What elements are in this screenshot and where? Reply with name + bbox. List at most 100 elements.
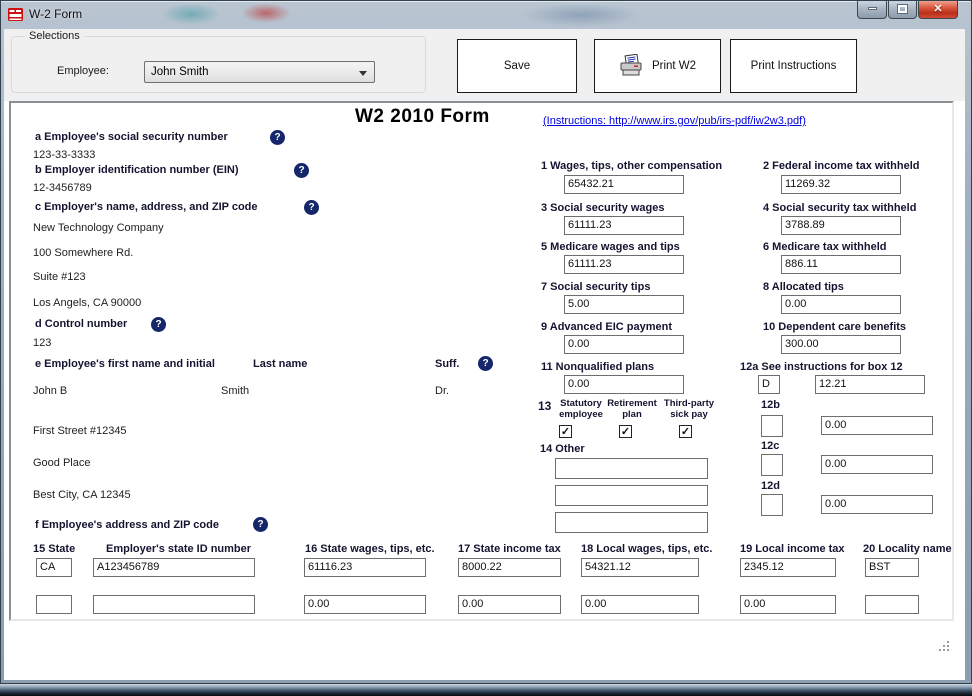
state-wages-input-row1[interactable]: 61116.23 (304, 558, 426, 577)
retirement-plan-checkbox[interactable]: ✓ (619, 425, 632, 438)
box9-input[interactable]: 0.00 (564, 335, 684, 354)
box12c-code-input[interactable] (761, 454, 783, 476)
box2-input[interactable]: 11269.32 (781, 175, 901, 194)
box19-label: 19 Local income tax (740, 543, 845, 555)
state-id-input-row2[interactable] (93, 595, 255, 614)
state-id-input-row1[interactable]: A123456789 (93, 558, 255, 577)
box14-input-1[interactable] (555, 458, 708, 479)
selections-groupbox: Selections Employee: John Smith (11, 30, 426, 93)
statutory-employee-label: Statutory employee (559, 398, 603, 420)
box12d-value-input[interactable]: 0.00 (821, 495, 933, 514)
employee-dropdown-value: John Smith (151, 66, 209, 78)
employee-addr1: First Street #12345 (33, 425, 127, 437)
box12a-value-input[interactable]: 12.21 (815, 375, 925, 394)
print-instructions-button-label: Print Instructions (750, 60, 837, 72)
local-wages-input-row1[interactable]: 54321.12 (581, 558, 699, 577)
suffix-label: Suff. (435, 358, 460, 370)
box3-input[interactable]: 61111.23 (564, 216, 684, 235)
resize-grip-icon[interactable] (939, 641, 949, 651)
employer-name: New Technology Company (33, 222, 164, 234)
close-button[interactable]: ✕ (918, 1, 958, 19)
form-title: W2 2010 Form (355, 106, 490, 127)
ein-value: 12-3456789 (33, 182, 92, 194)
local-wages-input-row2[interactable]: 0.00 (581, 595, 699, 614)
box12c-label: 12c (761, 440, 780, 452)
box10-input[interactable]: 300.00 (781, 335, 901, 354)
state-tax-input-row2[interactable]: 0.00 (458, 595, 561, 614)
box4-label: 4 Social security tax withheld (763, 202, 917, 214)
check-icon: ✓ (620, 426, 631, 438)
local-tax-input-row2[interactable]: 0.00 (740, 595, 836, 614)
help-icon[interactable]: ? (151, 317, 166, 332)
instructions-link[interactable]: (Instructions: http://www.irs.gov/pub/ir… (543, 115, 806, 127)
help-icon[interactable]: ? (478, 356, 493, 371)
state-input-row1[interactable]: CA (36, 558, 72, 577)
box12b-code-input[interactable] (761, 415, 783, 437)
box16-label: 16 State wages, tips, etc. (305, 543, 435, 555)
box3-label: 3 Social security wages (541, 202, 665, 214)
box-c-label: c Employer's name, address, and ZIP code (35, 201, 258, 213)
box17-label: 17 State income tax (458, 543, 561, 555)
glass-reflection (161, 3, 221, 25)
box7-input[interactable]: 5.00 (564, 295, 684, 314)
box6-label: 6 Medicare tax withheld (763, 241, 887, 253)
minimize-button[interactable] (857, 1, 887, 19)
box12a-label: 12a See instructions for box 12 (740, 361, 903, 373)
locality-input-row1[interactable]: BST (865, 558, 919, 577)
local-tax-input-row1[interactable]: 2345.12 (740, 558, 836, 577)
box1-input[interactable]: 65432.21 (564, 175, 684, 194)
help-icon[interactable]: ? (253, 517, 268, 532)
printer-icon (620, 54, 642, 76)
box14-input-3[interactable] (555, 512, 708, 533)
box12b-value-input[interactable]: 0.00 (821, 416, 933, 435)
box7-label: 7 Social security tips (541, 281, 651, 293)
taskbar-edge (0, 684, 972, 696)
box14-input-2[interactable] (555, 485, 708, 506)
box8-input[interactable]: 0.00 (781, 295, 901, 314)
state-wages-input-row2[interactable]: 0.00 (304, 595, 426, 614)
glass-reflection (521, 3, 641, 27)
save-button[interactable]: Save (457, 39, 577, 93)
titlebar: W-2 Form ✕ (1, 1, 971, 29)
box4-input[interactable]: 3788.89 (781, 216, 901, 235)
check-icon: ✓ (560, 426, 571, 438)
box12c-value-input[interactable]: 0.00 (821, 455, 933, 474)
state-id-label: Employer's state ID number (106, 543, 252, 555)
maximize-button[interactable] (888, 1, 917, 19)
retirement-plan-label: Retirement plan (607, 398, 657, 420)
state-input-row2[interactable] (36, 595, 72, 614)
help-icon[interactable]: ? (294, 163, 309, 178)
third-party-sick-pay-label: Third-party sick pay (663, 398, 715, 420)
print-w2-button[interactable]: Print W2 (594, 39, 721, 93)
state-tax-input-row1[interactable]: 8000.22 (458, 558, 561, 577)
box12a-code-input[interactable]: D (758, 375, 780, 394)
box12b-label: 12b (761, 399, 780, 411)
help-icon[interactable]: ? (270, 130, 285, 145)
box-e-label: e Employee's first name and initial (35, 358, 215, 370)
statutory-employee-checkbox[interactable]: ✓ (559, 425, 572, 438)
box20-label: 20 Locality name (863, 543, 952, 555)
box13-number: 13 (538, 399, 552, 413)
employer-addr1: 100 Somewhere Rd. (33, 247, 134, 259)
third-party-sick-pay-checkbox[interactable]: ✓ (679, 425, 692, 438)
last-name: Smith (221, 385, 250, 397)
box5-label: 5 Medicare wages and tips (541, 241, 680, 253)
locality-input-row2[interactable] (865, 595, 919, 614)
box6-input[interactable]: 886.11 (781, 255, 901, 274)
print-instructions-button[interactable]: Print Instructions (730, 39, 857, 93)
ssn-value: 123-33-3333 (33, 149, 96, 161)
client-area: Selections Employee: John Smith Save (4, 29, 965, 680)
box12d-label: 12d (761, 480, 780, 492)
employer-addr2: Suite #123 (33, 271, 86, 283)
box11-input[interactable]: 0.00 (564, 375, 684, 394)
help-icon[interactable]: ? (304, 200, 319, 215)
window-title: W-2 Form (29, 7, 83, 21)
employer-addr3: Los Angels, CA 90000 (33, 297, 142, 309)
box12d-code-input[interactable] (761, 494, 783, 516)
selections-label: Selections (25, 30, 84, 42)
employee-dropdown[interactable]: John Smith (144, 61, 375, 83)
app-icon (8, 8, 23, 21)
box14-label: 14 Other (540, 443, 585, 455)
box5-input[interactable]: 61111.23 (564, 255, 684, 274)
